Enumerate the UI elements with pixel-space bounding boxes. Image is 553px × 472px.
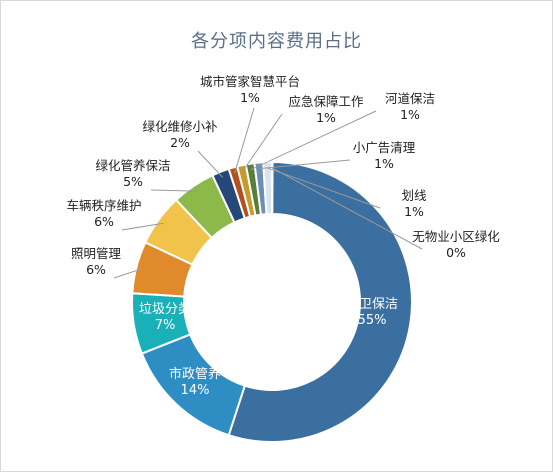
value-label: 1% — [240, 90, 260, 105]
leader-line-11 — [267, 167, 381, 209]
category-label: 垃圾分类 — [139, 302, 191, 317]
value-label: 1% — [400, 107, 420, 122]
leader-line-7 — [234, 107, 255, 174]
leader-line-8 — [242, 113, 283, 172]
category-label: 小广告清理 — [353, 140, 416, 155]
value-label: 1% — [374, 156, 394, 171]
category-label: 应急保障工作 — [288, 94, 364, 109]
value-label: 5% — [123, 174, 143, 189]
value-label: 0% — [446, 245, 466, 260]
value-label: 7% — [155, 318, 176, 333]
category-label: 无物业小区绿化 — [412, 229, 500, 244]
category-label: 河道保洁 — [385, 91, 435, 106]
leader-line-6 — [197, 150, 224, 178]
leader-line-5 — [150, 189, 197, 192]
value-label: 1% — [404, 204, 424, 219]
category-label: 绿化管养保洁 — [95, 158, 170, 173]
leader-line-12 — [272, 167, 423, 250]
category-label: 车辆秩序维护 — [66, 198, 141, 213]
category-label: 市政管养 — [169, 366, 221, 382]
slice-0 — [227, 160, 413, 443]
value-label: 2% — [170, 135, 190, 150]
leader-line-10 — [259, 159, 351, 170]
category-label: 绿化维修小补 — [142, 119, 218, 134]
leader-line-9 — [250, 110, 377, 171]
category-label: 照明管理 — [71, 246, 122, 261]
value-label: 6% — [94, 214, 114, 229]
slice-12 — [271, 160, 274, 216]
category-label: 城市管家智慧平台 — [200, 74, 300, 89]
value-label: 55% — [358, 313, 387, 328]
chart-title: 各分项内容费用占比 — [191, 31, 362, 52]
category-label: 环卫保洁 — [346, 297, 398, 312]
leader-line-4 — [121, 222, 164, 231]
category-label: 划线 — [401, 188, 427, 203]
data-label-11: 划线1% — [401, 188, 427, 219]
value-label: 6% — [86, 262, 106, 277]
leader-line-3 — [113, 268, 143, 279]
value-label: 14% — [181, 383, 210, 398]
value-label: 1% — [316, 110, 336, 125]
